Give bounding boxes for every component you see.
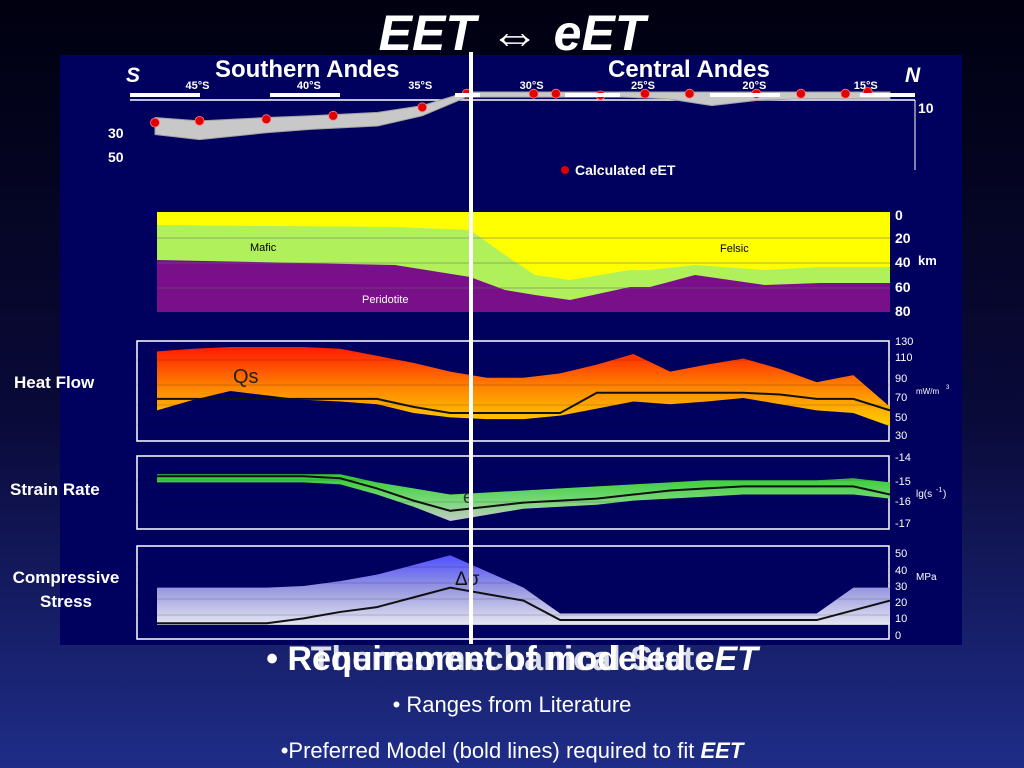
latitude-tick-label: 40°S [297, 80, 321, 92]
bullet-3-em: EET [700, 738, 744, 763]
heat-flow-ytick: 130 [895, 336, 913, 348]
heat-flow-unit: mW/m [916, 387, 939, 396]
heat-flow-label: Heat Flow [14, 373, 95, 392]
eet-calculated-point [684, 88, 695, 99]
latitude-tick-label: 45°S [186, 80, 210, 92]
crust-ytick: 60 [895, 279, 911, 295]
strain-rate-unit: lg(s [916, 489, 932, 500]
eet-calculated-point [194, 116, 205, 126]
crust-ytick: 80 [895, 303, 911, 319]
heat-flow-ytick: 110 [895, 352, 913, 364]
heat-flow-ytick: 30 [895, 430, 907, 442]
bullet-ranges: • Ranges from Literature [392, 692, 632, 717]
eet-calculated-point [528, 88, 539, 99]
strain-rate-preferred-line [157, 475, 891, 512]
heat-flow-unit-sup: 3 [946, 385, 950, 391]
strain-rate-annotation: e [463, 487, 473, 507]
mafic-label: Mafic [250, 242, 277, 254]
latitude-tick-label: 35°S [408, 80, 432, 92]
eet-calculated-point [417, 102, 428, 113]
slide-title: EET ⇔ eET [378, 5, 646, 61]
crust-ytick: 20 [895, 230, 911, 246]
south-label: S [126, 64, 140, 87]
strain-rate-unit-sup: -1 [936, 487, 942, 494]
stress-ytick: 10 [895, 613, 907, 625]
figure: 45°S 40°S 35°S 30°S 25°S 20°S 15°S S N Southern A… [60, 55, 962, 645]
strain-rate-unit-end: ) [943, 489, 946, 500]
peridotite-label: Peridotite [362, 294, 408, 306]
legend-label: Calculated eET [575, 162, 676, 178]
compressive-stress-label: Compressive Stress [0, 566, 132, 614]
latitude-tick-label: 25°S [631, 80, 655, 92]
strain-rate-ytick: -15 [895, 476, 911, 488]
heat-flow-ytick: 70 [895, 392, 907, 404]
bullet-1-overlap: Thermomechanical State [310, 640, 714, 678]
eet-calculated-point [796, 88, 806, 99]
heat-flow-frame [136, 340, 890, 442]
bullet-preferred: •Preferred Model (bold lines) required t… [0, 738, 1024, 764]
eet-ytick-50: 50 [108, 149, 124, 165]
strain-rate-range-band [157, 474, 890, 521]
stress-ytick: 20 [895, 597, 907, 609]
strain-rate-label: Strain Rate [10, 480, 100, 499]
figure-svg: 45°S 40°S 35°S 30°S 25°S 20°S 15°S S N Southern A… [108, 56, 950, 642]
felsic-label: Felsic [720, 243, 749, 255]
eet-ytick-30: 30 [108, 125, 124, 141]
crust-peridotite-layer [157, 260, 890, 312]
heat-flow-range-band [157, 347, 890, 427]
bullet-requirement: • Requirement of modeled eET Thermomecha… [0, 640, 1024, 679]
crust-ytick: 40 [895, 254, 911, 270]
stress-ytick: 50 [895, 548, 907, 560]
crust-unit: km [918, 253, 937, 268]
stress-unit: MPa [916, 572, 937, 583]
stress-range-band [157, 555, 890, 625]
latitude-tick-label: 15°S [854, 80, 878, 92]
eet-range-band [154, 91, 891, 141]
crust-ytick: 0 [895, 207, 903, 223]
eet-calculated-point [640, 88, 650, 99]
bullet-1-prefix: • [266, 640, 288, 678]
legend-marker [561, 166, 569, 174]
compressive-stress-label-line2: Stress [40, 592, 92, 611]
region-divider-line [469, 52, 473, 644]
heat-flow-preferred-line [157, 391, 891, 414]
stress-annotation: Δσ [455, 569, 480, 590]
bullet-1-text: Requirement of modeled [287, 640, 696, 678]
latitude-tick-label: 20°S [742, 80, 766, 92]
strain-rate-ytick: -16 [895, 496, 911, 508]
stress-ytick: 0 [895, 630, 901, 642]
heat-flow-ytick: 90 [895, 373, 907, 385]
bullet-1-em: eET [695, 640, 758, 678]
latitude-tick-label: 30°S [520, 80, 544, 92]
eet-calculated-point [328, 110, 339, 121]
strain-rate-ytick: -17 [895, 518, 911, 530]
eet-calculated-point [261, 114, 272, 125]
heat-flow-annotation: Qs [233, 366, 259, 388]
bullet-3-text: •Preferred Model (bold lines) required t… [280, 738, 701, 763]
eet-calculated-point [551, 88, 561, 99]
eet-ytick-10: 10 [918, 100, 934, 116]
southern-andes-label: Southern Andes [215, 56, 399, 83]
central-andes-label: Central Andes [608, 56, 770, 83]
stress-ytick: 30 [895, 581, 907, 593]
stress-ytick: 40 [895, 565, 907, 577]
strain-rate-ytick: -14 [895, 452, 911, 464]
stress-preferred-line [157, 586, 891, 625]
heat-flow-ytick: 50 [895, 412, 907, 424]
eet-calculated-point [150, 117, 160, 128]
north-label: N [905, 64, 921, 87]
eet-calculated-point [840, 88, 851, 99]
compressive-stress-label-line1: Compressive [12, 568, 120, 587]
